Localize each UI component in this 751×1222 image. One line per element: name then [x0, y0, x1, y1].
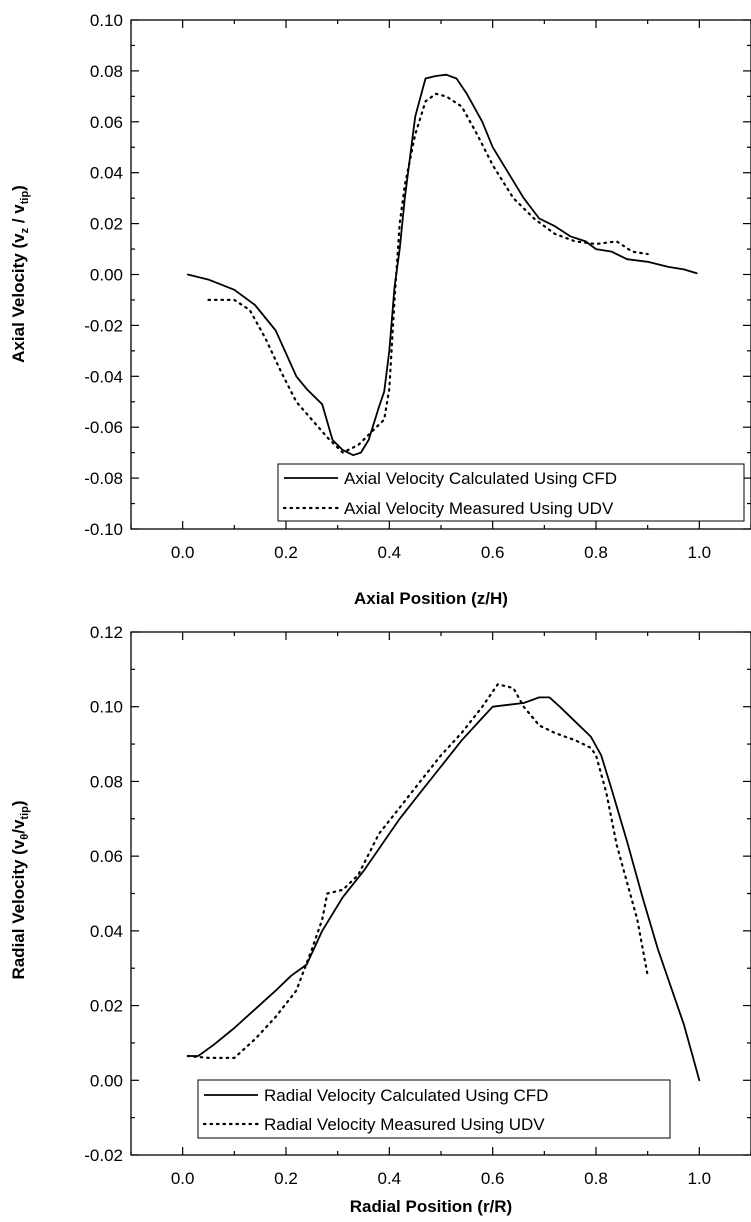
- x-tick-label: 0.8: [584, 1169, 608, 1188]
- y-tick-label: 0.04: [90, 164, 123, 183]
- y-tick-label: 0.00: [90, 1071, 123, 1090]
- x-tick-label: 1.0: [688, 543, 712, 562]
- y-tick-label: 0.08: [90, 772, 123, 791]
- y-tick-label: 0.00: [90, 266, 123, 285]
- series-line-udv: [207, 92, 649, 454]
- x-tick-label: 0.4: [378, 1169, 402, 1188]
- legend: Axial Velocity Calculated Using CFD Axia…: [277, 463, 745, 522]
- x-tick-label: 0.8: [584, 543, 608, 562]
- legend-box: [197, 1079, 671, 1139]
- legend-box: [277, 463, 745, 522]
- y-tick-label: 0.06: [90, 847, 123, 866]
- y-tick-label: -0.02: [84, 316, 123, 335]
- x-tick-label: 0.6: [481, 543, 505, 562]
- y-tick-label: 0.08: [90, 62, 123, 81]
- x-tick-label: 0.0: [171, 1169, 195, 1188]
- x-axis-label: Radial Position (r/R): [350, 1197, 512, 1216]
- x-tick-label: 0.0: [171, 543, 195, 562]
- axis-ticks: 0.0 0.2 0.4 0.6 0.8 1.0 -0.02 0.00 0.02 0.04 0.06 0…: [84, 623, 751, 1188]
- y-tick-label: -0.02: [84, 1146, 123, 1165]
- y-axis-label: Axial Velocity (vz / vtip): [9, 185, 31, 363]
- y-tick-label: -0.10: [84, 520, 123, 539]
- y-tick-label: -0.06: [84, 418, 123, 437]
- y-tick-label: 0.02: [90, 997, 123, 1016]
- y-axis-label: Radial Velocity (vθ/vtip): [9, 800, 31, 979]
- plot-frame: [130, 631, 751, 1156]
- axis-ticks: 0.0 0.2 0.4 0.6 0.8 1.0 -0.10 -0.08 -0.06 -0.04 -0…: [84, 11, 751, 562]
- x-tick-label: 0.2: [274, 543, 298, 562]
- series-line-cfd: [186, 696, 701, 1082]
- legend: Radial Velocity Calculated Using CFD Rad…: [197, 1079, 671, 1139]
- y-tick-label: 0.12: [90, 623, 123, 642]
- legend-label-udv: Axial Velocity Measured Using UDV: [344, 499, 614, 518]
- x-tick-label: 0.2: [274, 1169, 298, 1188]
- series-group: [186, 73, 698, 457]
- y-tick-label: 0.10: [90, 698, 123, 717]
- y-tick-label: 0.04: [90, 922, 123, 941]
- x-tick-label: 0.4: [378, 543, 402, 562]
- legend-label-cfd: Radial Velocity Calculated Using CFD: [264, 1086, 548, 1105]
- x-axis-label: Axial Position (z/H): [354, 589, 508, 608]
- x-tick-label: 1.0: [688, 1169, 712, 1188]
- legend-label-cfd: Axial Velocity Calculated Using CFD: [344, 469, 617, 488]
- y-tick-label: -0.04: [84, 367, 123, 386]
- y-tick-label: 0.10: [90, 11, 123, 30]
- x-tick-label: 0.6: [481, 1169, 505, 1188]
- y-tick-label: -0.08: [84, 469, 123, 488]
- y-tick-label: 0.06: [90, 113, 123, 132]
- y-tick-label: 0.02: [90, 215, 123, 234]
- legend-label-udv: Radial Velocity Measured Using UDV: [264, 1115, 545, 1134]
- axial-velocity-chart: 0.0 0.2 0.4 0.6 0.8 1.0 -0.10 -0.08 -0.06 -0.04 -0…: [9, 11, 751, 608]
- series-line-udv: [186, 683, 649, 1060]
- series-line-cfd: [186, 73, 698, 457]
- radial-velocity-chart: 0.0 0.2 0.4 0.6 0.8 1.0 -0.02 0.00 0.02 0.04 0.06 0…: [9, 623, 751, 1216]
- series-group: [186, 683, 701, 1082]
- plot-frame: [130, 19, 751, 530]
